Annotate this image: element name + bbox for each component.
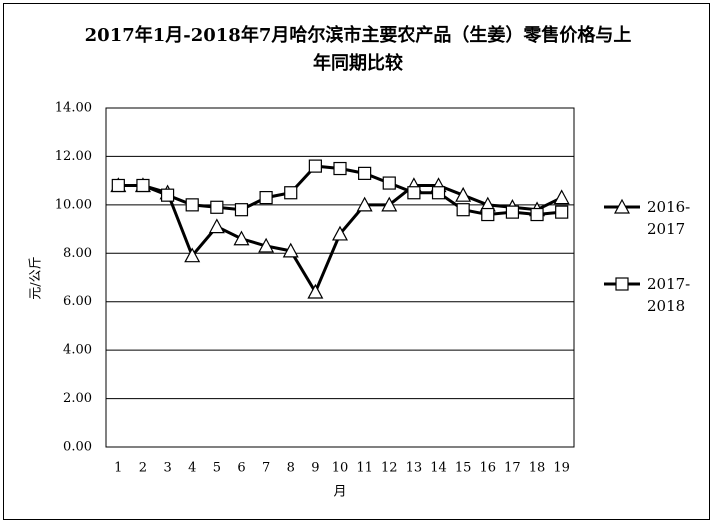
point-marker	[555, 205, 569, 219]
x-tick-label: 9	[311, 461, 319, 476]
y-axis-label: 元/公斤	[29, 256, 44, 299]
point-marker	[258, 237, 275, 253]
x-tick-label: 3	[163, 461, 171, 476]
point-marker	[210, 200, 224, 214]
legend-label: 2017-2018	[647, 275, 691, 315]
point-marker	[553, 189, 570, 205]
x-tick-label: 18	[529, 461, 546, 476]
point-marker	[234, 203, 249, 217]
plot-frame	[105, 107, 575, 448]
point-marker	[358, 166, 372, 180]
x-tick-label: 8	[287, 461, 295, 476]
point-marker	[331, 225, 349, 241]
point-marker	[381, 196, 398, 212]
y-tick-label: 12.00	[55, 149, 92, 164]
point-marker	[456, 203, 470, 217]
y-tick-label: 14.00	[55, 101, 92, 116]
x-tick-label: 7	[262, 461, 270, 476]
point-marker	[184, 247, 201, 263]
point-marker	[333, 161, 347, 176]
point-marker	[407, 186, 421, 200]
x-axis-label: 月	[333, 485, 346, 500]
point-marker	[307, 283, 324, 299]
x-tick-label: 5	[213, 461, 221, 476]
point-marker	[481, 207, 495, 222]
y-tick-label: 0.00	[63, 440, 92, 455]
x-tick-label: 2	[139, 461, 147, 476]
x-tick-label: 11	[356, 461, 373, 476]
legend-marker	[615, 277, 629, 291]
point-marker	[356, 196, 373, 212]
x-tick-label: 12	[381, 461, 398, 476]
point-marker	[431, 186, 446, 200]
x-tick-label: 4	[188, 461, 196, 476]
chart-title: 2017年1月-2018年7月哈尔滨市主要农产品（生姜）零售价格与上年同期比较	[84, 25, 632, 74]
point-marker	[136, 178, 150, 193]
y-tick-label: 8.00	[63, 246, 92, 261]
x-tick-label: 16	[480, 461, 497, 476]
point-marker	[284, 186, 298, 200]
x-tick-label: 14	[430, 461, 447, 476]
point-marker	[505, 205, 520, 219]
point-marker	[185, 198, 199, 212]
point-marker	[259, 190, 273, 205]
x-tick-label: 1	[114, 461, 122, 476]
point-marker	[233, 230, 250, 246]
y-tick-label: 6.00	[63, 294, 92, 309]
chart-frame	[3, 3, 710, 520]
legend-marker	[613, 198, 631, 214]
x-tick-label: 19	[553, 461, 570, 476]
legend-label: 2016-2017	[647, 198, 691, 238]
point-marker	[282, 242, 299, 258]
y-tick-label: 4.00	[63, 343, 92, 358]
y-tick-label: 10.00	[55, 197, 92, 212]
x-tick-label: 6	[237, 461, 245, 476]
point-marker	[382, 176, 396, 190]
point-marker	[208, 218, 225, 234]
x-tick-label: 17	[504, 461, 521, 476]
point-marker	[308, 159, 322, 173]
point-marker	[160, 188, 175, 202]
x-tick-label: 13	[406, 461, 423, 476]
point-marker	[455, 186, 472, 202]
x-tick-label: 10	[332, 461, 349, 476]
x-tick-label: 15	[455, 461, 472, 476]
point-marker	[111, 178, 125, 193]
point-marker	[530, 207, 544, 222]
y-tick-label: 2.00	[63, 391, 92, 406]
